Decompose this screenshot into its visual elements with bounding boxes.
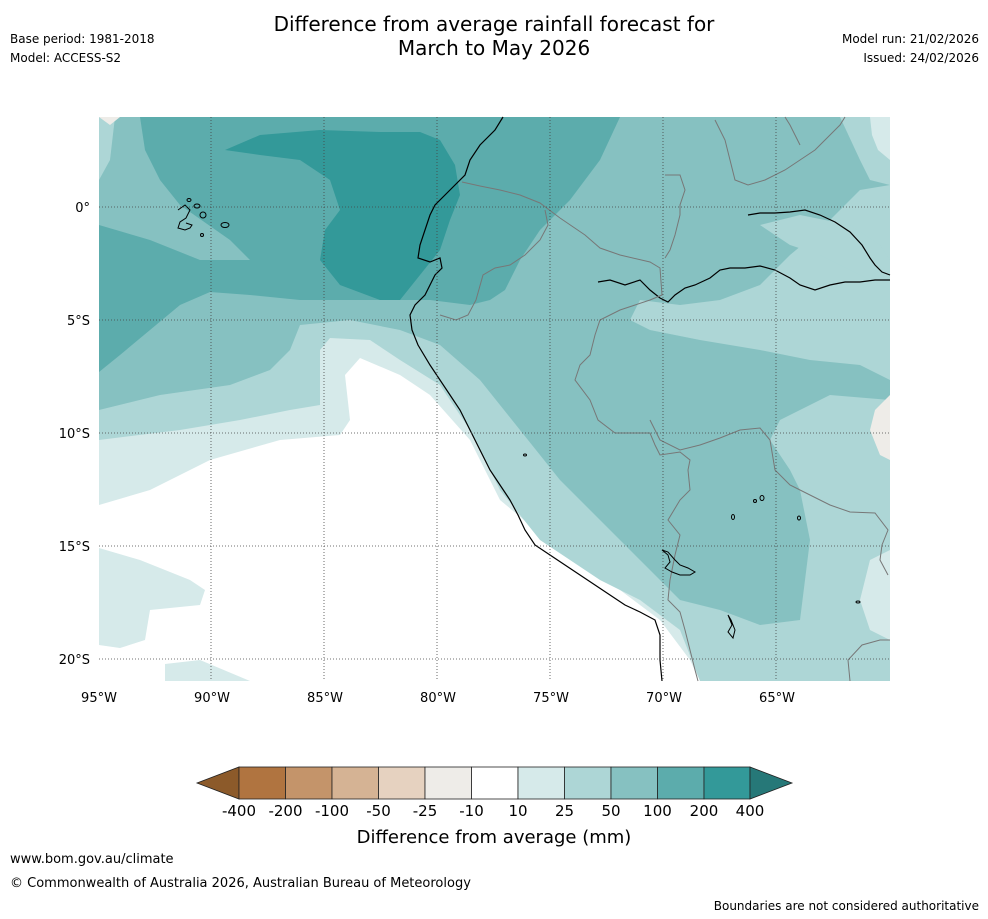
footer-copyright: © Commonwealth of Australia 2026, Austra… [10, 876, 471, 891]
galapagos-islands [177, 198, 230, 237]
colorbar-tick-neg200: -200 [268, 802, 302, 820]
colorbar-tick-400: 400 [736, 802, 765, 820]
lat-label-15s: 15°S [59, 540, 90, 555]
footer-disclaimer: Boundaries are not considered authoritat… [713, 899, 979, 913]
colorbar-tick-100: 100 [643, 802, 672, 820]
colorbar [195, 766, 794, 800]
band-200-400 [225, 130, 460, 300]
colorbar-bin-neg50-neg25 [378, 766, 426, 800]
colorbar-bin-neg200-neg100 [285, 766, 333, 800]
latitude-labels: 0° 5°S 10°S 15°S 20°S [59, 201, 90, 668]
footer-url[interactable]: www.bom.gov.au/climate [10, 852, 174, 867]
border-north-3 [784, 116, 801, 146]
lon-label-90w: 90°W [194, 691, 230, 706]
coastline-pacific [409, 116, 663, 682]
border-north-2 [714, 116, 846, 186]
colorbar-tick-25: 25 [555, 802, 574, 820]
coastline-amazon [747, 209, 891, 276]
gridlines [99, 117, 890, 681]
colorbar-tick-labels: -400 -200 -100 -50 -25 -10 10 25 50 100 … [222, 802, 764, 820]
band-neg25-neg10-patch-east [870, 395, 890, 460]
island-isabela [177, 204, 193, 231]
lat-label-5s: 5°S [67, 314, 90, 329]
inland-lakes [523, 453, 861, 640]
band-25-50-east [760, 215, 890, 290]
island-1 [193, 203, 201, 209]
lon-label-70w: 70°W [646, 691, 682, 706]
island-5 [186, 198, 192, 202]
title-line-2: March to May 2026 [397, 36, 591, 60]
lake-small-3 [753, 499, 757, 503]
map-title: Difference from average rainfall forecas… [0, 12, 988, 60]
colorbar-tick-10: 10 [508, 802, 527, 820]
lake-small-6 [855, 600, 861, 604]
colorbar-tick-neg25: -25 [413, 802, 438, 820]
lat-label-20s: 20°S [59, 653, 90, 668]
colorbar-extend-low [195, 766, 240, 800]
band-10-25-southeast [860, 550, 890, 640]
colorbar-bin-25-50 [564, 766, 612, 800]
coastline-amazon-river [597, 265, 890, 303]
colorbar-bin-200-400 [703, 766, 751, 800]
base-period-label: Base period: 1981-2018 [10, 32, 155, 46]
lake-titicaca [661, 549, 696, 576]
longitude-labels: 95°W 90°W 85°W 80°W 75°W 70°W 65°W [81, 691, 795, 706]
border-peru-brazil [559, 217, 691, 556]
colorbar-bin-50-100 [610, 766, 658, 800]
border-north [664, 174, 686, 259]
colorbar-bin-100-200 [657, 766, 705, 800]
colorbar-tick-neg50: -50 [366, 802, 391, 820]
island-3 [220, 222, 230, 228]
lon-label-65w: 65°W [759, 691, 795, 706]
border-bolivia-brazil [649, 419, 889, 576]
colorbar-tick-neg10: -10 [459, 802, 484, 820]
colorbar-tick-neg100: -100 [315, 802, 349, 820]
border-ecuador-colombia [461, 181, 561, 219]
band-neg25-neg10-patch-nw [99, 117, 120, 125]
band-10-25-patch-sw [99, 548, 205, 648]
lake-small-2 [759, 495, 765, 501]
national-borders [439, 116, 890, 682]
island-4 [200, 233, 204, 237]
lake-small-4 [797, 515, 801, 521]
coastline [409, 116, 891, 682]
colorbar-extend-high [749, 766, 794, 800]
colorbar-tick-neg400: -400 [222, 802, 256, 820]
rainfall-anomaly-map [99, 117, 890, 681]
lon-label-75w: 75°W [533, 691, 569, 706]
border-south-east [847, 639, 890, 682]
model-label: Model: ACCESS-S2 [10, 51, 122, 65]
issued-label: Issued: 24/02/2026 [863, 51, 979, 65]
lat-label-10s: 10°S [59, 427, 90, 442]
lon-label-95w: 95°W [81, 691, 117, 706]
border-peru-colombia [439, 209, 549, 321]
border-bolivia-chile [667, 554, 699, 682]
colorbar-bin-neg400-neg200 [238, 766, 286, 800]
band-10-25-patch-s [165, 660, 250, 681]
model-run-label: Model run: 21/02/2026 [841, 32, 979, 46]
colorbar-bin-neg100-neg50 [331, 766, 379, 800]
colorbar-bin-10-25 [517, 766, 565, 800]
lat-label-0: 0° [75, 201, 90, 216]
lake-poopo [727, 614, 736, 640]
colorbar-title: Difference from average (mm) [357, 827, 632, 848]
colorbar-bin-neg25-neg10 [424, 766, 472, 800]
colorbar-tick-50: 50 [601, 802, 620, 820]
title-line-1: Difference from average rainfall forecas… [273, 12, 715, 36]
lake-small-1 [731, 514, 735, 520]
lon-label-85w: 85°W [307, 691, 343, 706]
band-25-50-southeast [780, 430, 890, 640]
lake-small-5 [523, 453, 527, 457]
colorbar-tick-200: 200 [690, 802, 719, 820]
band-10-25-north-east [870, 117, 890, 160]
lon-label-80w: 80°W [420, 691, 456, 706]
island-2 [199, 211, 207, 219]
colorbar-bin-neg10-10 [471, 766, 519, 800]
